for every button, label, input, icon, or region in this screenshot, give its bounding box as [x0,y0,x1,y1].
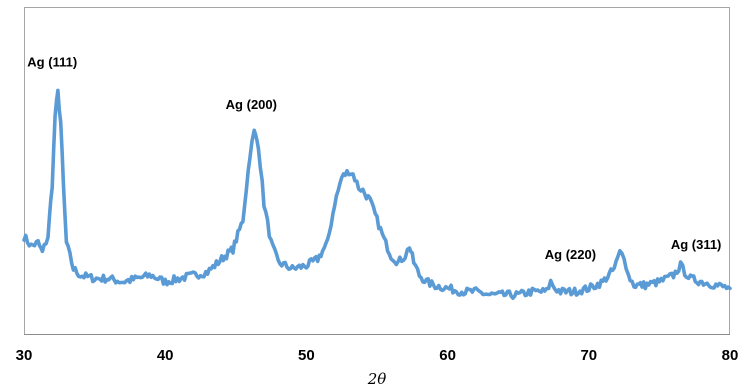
x-tick-labels: 30 40 50 60 70 80 [16,347,739,364]
x-tick-label: 70 [580,347,597,364]
peak-label: Ag (200) [226,97,277,112]
series-line [22,88,732,300]
x-tick-label: 80 [722,347,739,364]
x-axis-title: 2θ [367,370,387,388]
x-tick-label: 60 [439,347,456,364]
x-tick-label: 50 [298,347,315,364]
peak-annotations: Ag (111) Ag (200) Ag (220) Ag (311) [27,55,721,262]
x-tick-label: 30 [16,347,33,364]
peak-label: Ag (311) [671,237,722,252]
x-tick-label: 40 [157,347,174,364]
peak-label: Ag (220) [545,247,596,262]
plot-area-frame [24,7,730,335]
peak-label: Ag (111) [27,55,77,70]
